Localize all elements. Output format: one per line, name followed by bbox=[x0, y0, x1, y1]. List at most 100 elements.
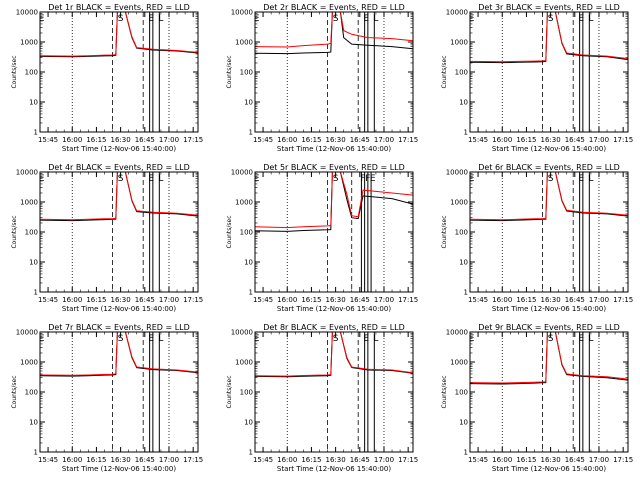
y-tick-label: 100 bbox=[25, 229, 38, 237]
y-tick-label: 1 bbox=[249, 129, 253, 137]
event-marker: E bbox=[39, 174, 45, 184]
x-tick-label: 17:00 bbox=[589, 296, 609, 304]
series-line bbox=[255, 172, 413, 229]
event-marker: E bbox=[39, 334, 45, 344]
event-marker: S bbox=[333, 14, 339, 24]
event-marker: E bbox=[469, 14, 475, 24]
x-tick-label: 16:15 bbox=[301, 456, 321, 464]
x-tick-label: 15:45 bbox=[38, 296, 58, 304]
x-tick-label: 16:30 bbox=[541, 456, 561, 464]
event-marker: F bbox=[360, 174, 365, 184]
event-marker: L bbox=[158, 174, 163, 184]
y-tick-label: 1 bbox=[464, 129, 468, 137]
y-tick-label: 10 bbox=[29, 99, 38, 107]
event-marker: L bbox=[158, 334, 163, 344]
panel-title: Det 6r BLACK = Events, RED = LLD bbox=[478, 163, 620, 172]
plot-frame bbox=[469, 331, 629, 453]
detector-panel: Det 3r BLACK = Events, RED = LLD 1 10 100 10… bbox=[441, 3, 633, 153]
x-axis-label: Start Time (12-Nov-06 15:40:00) bbox=[277, 145, 391, 153]
y-tick-label: 10 bbox=[459, 99, 468, 107]
y-axis-label: Counts/sec bbox=[11, 215, 18, 248]
x-tick-label: 17:00 bbox=[159, 456, 179, 464]
x-tick-label: 16:30 bbox=[326, 296, 346, 304]
x-axis-label: Start Time (12-Nov-06 15:40:00) bbox=[492, 145, 606, 153]
x-tick-label: 16:45 bbox=[135, 456, 155, 464]
panel-data bbox=[40, 332, 198, 452]
x-tick-label: 17:00 bbox=[159, 136, 179, 144]
plot-frame bbox=[39, 11, 199, 133]
y-tick-label: 100 bbox=[455, 229, 468, 237]
x-tick-label: 16:00 bbox=[492, 456, 512, 464]
plot-frame bbox=[469, 11, 629, 133]
series-line bbox=[40, 12, 198, 57]
series-line bbox=[255, 12, 413, 48]
y-tick-label: 100 bbox=[240, 69, 253, 77]
series-line bbox=[470, 332, 628, 385]
x-axis-label: Start Time (12-Nov-06 15:40:00) bbox=[277, 465, 391, 473]
x-tick-label: 17:00 bbox=[374, 136, 394, 144]
y-tick-label: 1 bbox=[249, 449, 253, 457]
x-tick-label: 16:30 bbox=[541, 136, 561, 144]
x-tick-label: 16:45 bbox=[565, 136, 585, 144]
y-tick-label: 1000 bbox=[450, 359, 468, 367]
y-tick-label: 1 bbox=[249, 289, 253, 297]
event-marker: L bbox=[588, 334, 593, 344]
y-tick-label: 10 bbox=[29, 419, 38, 427]
event-marker: S bbox=[333, 174, 339, 184]
panel-title: Det 9r BLACK = Events, RED = LLD bbox=[478, 323, 620, 332]
x-axis-label: Start Time (12-Nov-06 15:40:00) bbox=[492, 465, 606, 473]
x-tick-label: 16:30 bbox=[111, 456, 131, 464]
y-tick-label: 1000 bbox=[20, 359, 38, 367]
x-tick-label: 16:30 bbox=[111, 136, 131, 144]
x-tick-label: 16:15 bbox=[516, 456, 536, 464]
y-tick-label: 10000 bbox=[16, 329, 38, 337]
panel-data bbox=[255, 332, 413, 452]
x-tick-label: 17:15 bbox=[398, 296, 418, 304]
y-axis-label: Counts/sec bbox=[226, 375, 233, 408]
x-tick-label: 16:45 bbox=[565, 456, 585, 464]
y-tick-label: 10 bbox=[459, 419, 468, 427]
panel-data bbox=[40, 172, 198, 292]
x-axis-label: Start Time (12-Nov-06 15:40:00) bbox=[492, 305, 606, 313]
event-marker: L bbox=[588, 14, 593, 24]
x-tick-label: 16:15 bbox=[516, 296, 536, 304]
series-line bbox=[470, 12, 628, 63]
panel-data bbox=[255, 12, 413, 132]
series-line bbox=[255, 172, 413, 232]
x-tick-label: 16:45 bbox=[350, 296, 370, 304]
y-tick-label: 1000 bbox=[450, 39, 468, 47]
event-marker: E bbox=[254, 14, 260, 24]
x-tick-label: 15:45 bbox=[38, 456, 58, 464]
y-tick-label: 100 bbox=[455, 389, 468, 397]
x-tick-label: 16:30 bbox=[326, 456, 346, 464]
panel-title: Det 2r BLACK = Events, RED = LLD bbox=[263, 3, 405, 12]
event-marker: E bbox=[578, 174, 584, 184]
x-tick-label: 17:00 bbox=[374, 456, 394, 464]
plot-frame bbox=[254, 331, 414, 453]
y-tick-label: 100 bbox=[25, 69, 38, 77]
y-tick-label: 1000 bbox=[235, 359, 253, 367]
y-axis-label: Counts/sec bbox=[226, 215, 233, 248]
x-tick-label: 16:00 bbox=[277, 136, 297, 144]
y-tick-label: 100 bbox=[240, 229, 253, 237]
event-marker: S bbox=[548, 14, 554, 24]
x-tick-label: 17:00 bbox=[374, 296, 394, 304]
x-tick-label: 17:00 bbox=[159, 296, 179, 304]
x-tick-label: 16:15 bbox=[86, 456, 106, 464]
y-axis-label: Counts/sec bbox=[441, 215, 448, 248]
plot-frame bbox=[39, 171, 199, 293]
event-marker: E bbox=[370, 174, 376, 184]
series-line bbox=[255, 332, 413, 378]
y-axis-label: Counts/sec bbox=[11, 55, 18, 88]
x-tick-label: 17:15 bbox=[398, 136, 418, 144]
y-tick-label: 10 bbox=[244, 259, 253, 267]
x-axis-label: Start Time (12-Nov-06 15:40:00) bbox=[277, 305, 391, 313]
detector-panel: Det 6r BLACK = Events, RED = LLD 1 10 100 10… bbox=[441, 163, 633, 313]
x-tick-label: 15:45 bbox=[468, 296, 488, 304]
x-tick-label: 16:00 bbox=[492, 136, 512, 144]
x-axis-label: Start Time (12-Nov-06 15:40:00) bbox=[62, 145, 176, 153]
event-marker: S bbox=[118, 174, 124, 184]
x-tick-label: 17:15 bbox=[183, 136, 203, 144]
detector-panel: Det 8r BLACK = Events, RED = LLD 1 10 100 10… bbox=[226, 323, 418, 473]
